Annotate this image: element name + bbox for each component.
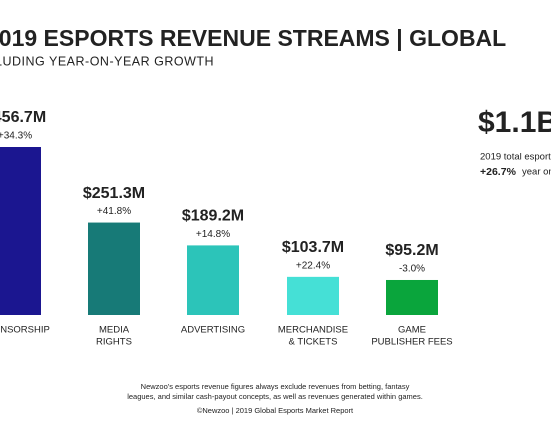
total-growth: +26.7%	[480, 166, 517, 178]
bar	[386, 279, 438, 315]
total-growth-caption: year on year	[522, 167, 551, 178]
growth-label: -3.0%	[399, 264, 425, 275]
x-tick-label: SPONSORSHIP	[0, 325, 50, 336]
bar	[88, 222, 140, 315]
footnote: leagues, and similar cash-payout concept…	[127, 392, 423, 401]
source: ©Newzoo | 2019 Global Esports Market Rep…	[197, 406, 354, 415]
value-label: $103.7M	[282, 239, 344, 256]
growth-label: +14.8%	[196, 229, 230, 240]
growth-label: +22.4%	[296, 260, 330, 271]
growth-label: +34.3%	[0, 131, 32, 142]
total-value: $1.1Bn	[478, 106, 551, 139]
x-tick-label: MEDIA	[99, 325, 130, 336]
growth-label: +41.8%	[97, 206, 131, 217]
bar	[287, 276, 339, 315]
x-tick-label: GAME	[398, 325, 426, 336]
x-tick-label: RIGHTS	[96, 337, 132, 348]
x-tick-label: PUBLISHER FEES	[371, 337, 452, 348]
bar	[187, 245, 239, 315]
x-tick-label: MERCHANDISE	[278, 325, 348, 336]
value-label: $95.2M	[385, 242, 438, 259]
x-tick-label: ADVERTISING	[181, 325, 245, 336]
chart-title: 2019 ESPORTS REVENUE STREAMS | GLOBAL	[0, 25, 506, 51]
chart-subtitle: INCLUDING YEAR-ON-YEAR GROWTH	[0, 54, 214, 68]
value-label: $251.3M	[83, 185, 145, 202]
value-label: $456.7M	[0, 109, 46, 126]
total-caption: 2019 total esports revenues	[480, 152, 551, 163]
x-tick-label: & TICKETS	[289, 337, 338, 348]
footnote: Newzoo's esports revenue figures always …	[141, 382, 410, 391]
bar	[0, 147, 41, 315]
value-label: $189.2M	[182, 208, 244, 225]
